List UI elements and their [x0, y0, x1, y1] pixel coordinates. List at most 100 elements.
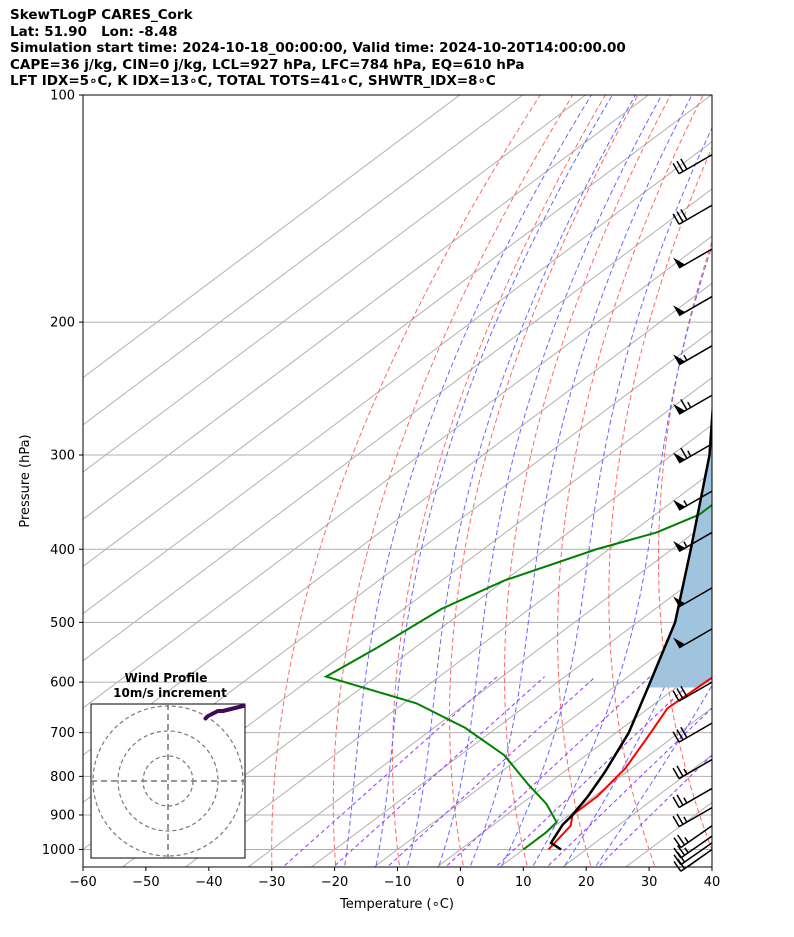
barb-full: [676, 729, 684, 741]
isotherm-line: [83, 95, 461, 379]
y-tick-label: 300: [50, 448, 75, 463]
barb-full: [672, 767, 680, 779]
y-tick-label: 600: [50, 676, 75, 691]
mixing-ratio-line: [446, 676, 651, 866]
x-tick-label: 30: [641, 875, 658, 890]
isotherm-line: [83, 141, 712, 615]
barb-full: [672, 815, 680, 827]
barb-full: [677, 845, 686, 856]
barb-full: [672, 213, 680, 225]
isotherm-line: [121, 424, 712, 867]
wind-barb: [673, 531, 713, 553]
isotherm-line: [184, 471, 712, 867]
moist-adiabat-line: [595, 684, 712, 866]
mixing-ratio-line: [334, 676, 546, 866]
barb-half: [683, 797, 688, 804]
wind-barb: [673, 848, 713, 872]
wind-barb: [673, 587, 713, 608]
dry-adiabat-line: [271, 95, 541, 866]
isotherm-line: [373, 612, 712, 867]
profiles-layer: [323, 401, 712, 851]
isotherm-line: [436, 660, 712, 867]
barb-full: [676, 813, 684, 825]
isotherm-line: [499, 707, 712, 867]
barb-full: [676, 765, 684, 777]
barb-staff: [678, 758, 713, 780]
barb-flag: [673, 403, 686, 415]
y-tick-label: 200: [50, 316, 75, 331]
hodograph-subtitle: 10m/s increment: [113, 686, 227, 700]
moist-adiabat-line: [407, 95, 637, 866]
x-tick-label: −60: [69, 875, 96, 890]
y-axis-label: Pressure (hPa): [18, 434, 33, 527]
background-lines-layer: [83, 95, 712, 867]
mixing-ratio-line: [497, 676, 698, 866]
dry-adiabat-line: [332, 95, 574, 866]
chart-header: SkewTLogP CARES_Cork Lat: 51.90 Lon: -8.…: [10, 7, 626, 90]
wind-barb: [673, 628, 713, 649]
mixing-ratio-line: [388, 676, 596, 866]
wind-barb: [672, 758, 713, 780]
moist-adiabat-line: [438, 95, 663, 866]
barb-staff: [678, 722, 713, 743]
y-tick-label: 500: [50, 616, 75, 631]
parcel-profile: [549, 401, 712, 851]
barb-flag: [673, 541, 686, 552]
wind-barb: [673, 394, 713, 415]
y-tick-label: 900: [50, 808, 75, 823]
barb-half: [684, 837, 689, 843]
barb-full: [677, 834, 686, 846]
barb-staff: [680, 825, 713, 849]
wind-barb: [672, 204, 713, 225]
barb-full: [673, 837, 682, 848]
y-tick-label: 1000: [42, 843, 75, 858]
wind-barb: [673, 345, 713, 366]
barb-full: [672, 731, 680, 743]
x-tick-label: 40: [704, 875, 721, 890]
temperature-profile: [547, 676, 712, 851]
barb-flag: [673, 354, 686, 365]
cape-area: [648, 419, 712, 688]
barb-staff: [678, 490, 713, 511]
header-location: Lat: 51.90 Lon: -8.48: [10, 23, 178, 40]
moist-adiabat-line: [533, 244, 712, 866]
barb-staff: [678, 295, 713, 317]
wind-barb: [672, 154, 713, 175]
barb-full: [680, 685, 688, 697]
isotherm-line: [310, 565, 712, 867]
barb-staff: [680, 842, 713, 866]
hodograph-plot: [91, 704, 245, 858]
dewpoint-profile: [323, 503, 712, 851]
barb-full: [672, 162, 680, 175]
hodograph-title: Wind Profile: [125, 671, 208, 685]
dry-adiabat-line: [657, 239, 712, 851]
x-tick-label: −10: [384, 875, 411, 890]
isotherm-line: [83, 95, 587, 473]
moist-adiabat-line: [344, 95, 592, 866]
y-tick-label: 100: [50, 89, 75, 104]
wind-barb: [673, 443, 713, 464]
barb-half: [683, 816, 688, 823]
x-axis-label: Temperature (∘C): [339, 897, 454, 912]
y-tick-label: 700: [50, 726, 75, 741]
barb-half: [687, 450, 692, 457]
barb-full: [680, 447, 688, 459]
barb-half: [683, 541, 688, 548]
dry-adiabat-line: [557, 95, 704, 866]
barb-full: [680, 398, 688, 411]
barb-full: [672, 796, 680, 808]
wind-barb: [673, 490, 713, 511]
dry-adiabat-line: [504, 95, 672, 866]
moist-adiabat-line: [470, 95, 693, 866]
isotherm-line: [83, 95, 524, 426]
barb-staff: [678, 787, 713, 809]
wind-barb: [673, 248, 713, 269]
wind-barb: [673, 825, 713, 849]
hodograph-trace: [203, 704, 245, 721]
barb-half: [684, 847, 689, 854]
barb-staff: [680, 848, 713, 872]
barb-flag: [673, 596, 686, 607]
moist-adiabat-line: [564, 554, 712, 866]
barb-half: [683, 354, 688, 361]
